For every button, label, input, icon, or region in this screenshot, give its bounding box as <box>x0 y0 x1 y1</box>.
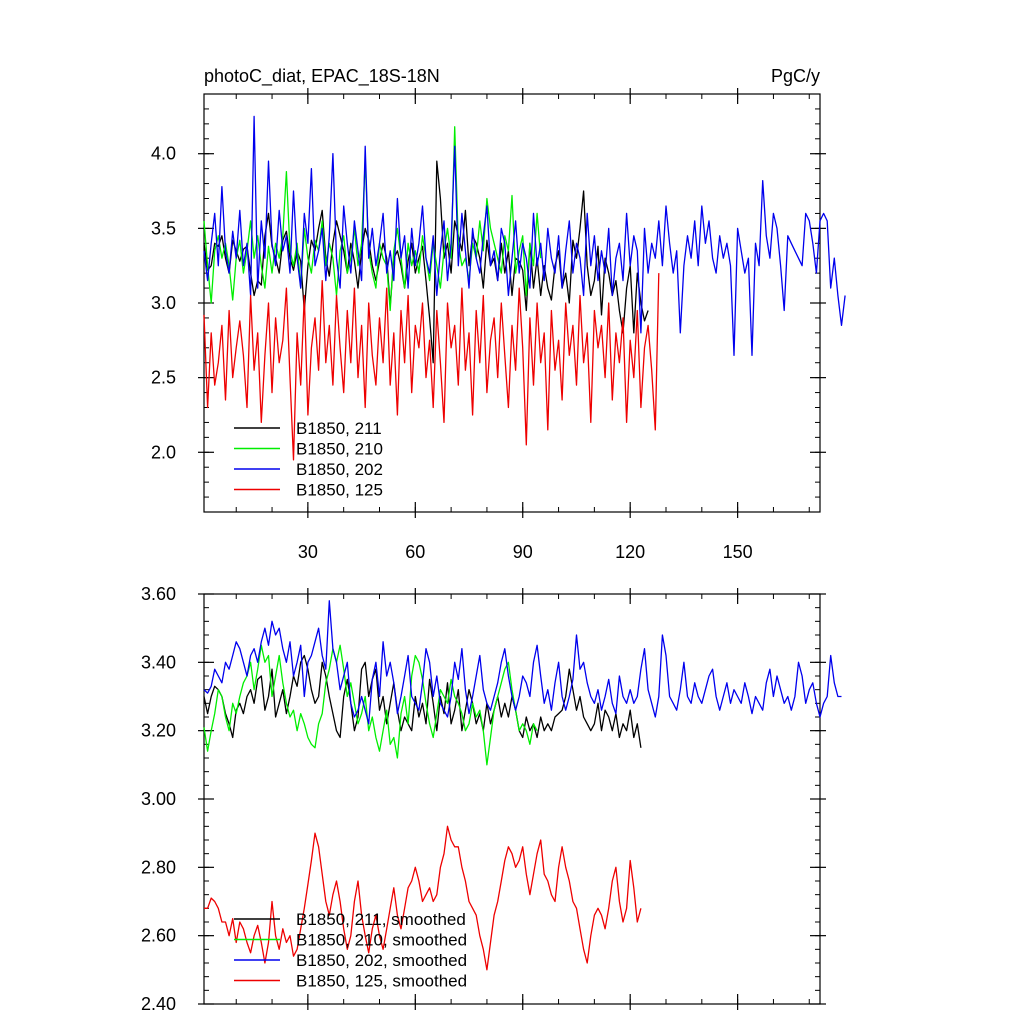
y-tick-label: 3.20 <box>141 721 176 741</box>
top-panel: photoC_diat, EPAC_18S-18N PgC/y 30 60 90 12… <box>151 66 846 562</box>
x-tick-label: 90 <box>513 542 533 562</box>
y-tick-label: 2.0 <box>151 442 176 462</box>
x-tick-label: 30 <box>298 542 318 562</box>
series-line-0 <box>203 160 649 364</box>
series-line-2 <box>203 600 842 725</box>
y-tick-label: 2.80 <box>141 857 176 877</box>
top-axis-ticks: 30 60 90 120 150 2.0 2.5 3.0 3.5 4.0 <box>151 88 826 562</box>
y-tick-label: 2.40 <box>141 994 176 1014</box>
chart-title: photoC_diat, EPAC_18S-18N <box>204 66 440 87</box>
units-label: PgC/y <box>771 66 820 86</box>
series-line-2 <box>203 115 846 356</box>
series-line-3 <box>203 273 660 461</box>
series-line-1 <box>203 644 538 766</box>
bottom-axis-ticks: 2.40 2.60 2.80 3.00 3.20 3.40 3.60 <box>141 584 826 1014</box>
y-tick-label: 3.40 <box>141 652 176 672</box>
x-tick-label: 120 <box>615 542 645 562</box>
y-tick-label: 3.60 <box>141 584 176 604</box>
legend-label-2: B1850, 202 <box>296 460 383 479</box>
y-tick-label: 2.60 <box>141 926 176 946</box>
series-line-1 <box>203 126 542 312</box>
y-tick-label: 2.5 <box>151 368 176 388</box>
x-tick-label: 150 <box>723 542 753 562</box>
y-tick-label: 3.00 <box>141 789 176 809</box>
y-tick-label: 3.5 <box>151 218 176 238</box>
top-series-group <box>203 115 846 461</box>
legend-label-0: B1850, 211 <box>296 419 382 438</box>
legend-label-1: B1850, 210 <box>296 440 383 459</box>
bottom-panel: 2.40 2.60 2.80 3.00 3.20 3.40 3.60 B1850, 211,… <box>141 584 842 1014</box>
legend-label-2: B1850, 202, smoothed <box>296 951 467 970</box>
legend-label-3: B1850, 125, smoothed <box>296 972 467 991</box>
legend-label-0: B1850, 211, smoothed <box>296 910 466 929</box>
legend-label-1: B1850, 210, smoothed <box>296 931 467 950</box>
series-line-0 <box>203 654 642 748</box>
legend-label-3: B1850, 125 <box>296 481 383 500</box>
y-tick-label: 3.0 <box>151 293 176 313</box>
y-tick-label: 4.0 <box>151 144 176 164</box>
bottom-legend: B1850, 211, smoothed B1850, 210, smoothed… <box>234 910 467 991</box>
x-tick-label: 60 <box>405 542 425 562</box>
